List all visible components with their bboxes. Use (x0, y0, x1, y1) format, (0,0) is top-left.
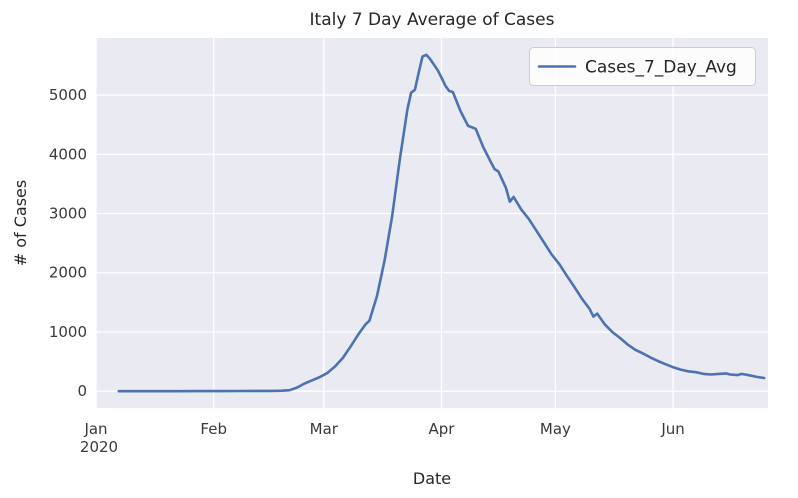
y-tick-label: 5000 (49, 86, 87, 104)
plot-area (96, 38, 768, 408)
x-tick-year-label: 2020 (80, 438, 118, 456)
cases-line (117, 53, 766, 393)
x-tick-label: May (540, 420, 571, 438)
legend-label: Cases_7_Day_Avg (585, 58, 737, 78)
x-tick-label: Jun (660, 420, 684, 438)
x-axis-label: Date (413, 469, 451, 488)
x-tick-label: Apr (429, 420, 456, 438)
legend-box (529, 47, 756, 86)
y-tick-label: 3000 (49, 205, 87, 223)
chart-title: Italy 7 Day Average of Cases (310, 10, 555, 30)
y-tick-label: 4000 (49, 145, 87, 163)
y-tick-label: 2000 (49, 264, 87, 282)
legend: Cases_7_Day_Avg (529, 47, 756, 86)
x-tick-label: Jan (83, 420, 107, 438)
y-tick-label: 1000 (49, 323, 87, 341)
x-tick-label: Feb (200, 420, 227, 438)
y-tick-labels: 0 1000 2000 3000 4000 5000 (49, 86, 87, 400)
y-axis-label: # of Cases (11, 180, 30, 267)
grid-lines (95, 38, 768, 408)
x-tick-labels: Jan Feb Mar Apr May Jun (83, 420, 684, 438)
x-tick-label: Mar (310, 420, 339, 438)
y-tick-label: 0 (77, 382, 87, 400)
